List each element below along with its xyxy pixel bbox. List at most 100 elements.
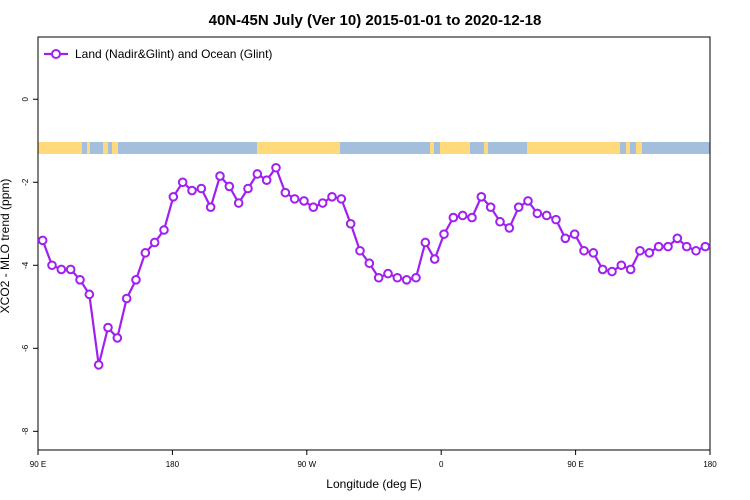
data-point [159,225,169,235]
data-point [476,192,487,202]
data-point [541,210,552,221]
data-point [271,162,281,173]
y-tick-label: -4 [21,261,30,269]
land-segment [430,142,434,154]
data-point [75,275,85,285]
x-tick-label: 90 E [30,460,46,469]
data-point [401,275,412,285]
data-point [616,260,627,271]
data-point [205,202,216,212]
x-tick-label: 90 W [297,460,316,469]
x-tick-label: 180 [703,460,717,469]
data-point [672,233,683,244]
data-point [261,175,272,186]
land-segment [87,142,90,154]
data-point [187,185,197,196]
data-point [439,229,449,239]
data-point [551,214,561,225]
x-tick-label: 90 E [567,460,583,469]
x-tick-label: 180 [166,460,180,469]
data-point [345,218,356,229]
series-points [37,162,711,370]
data-point [252,169,263,179]
data-point [93,360,104,370]
data-point [513,202,524,212]
land-segment [112,142,118,154]
data-point [383,268,393,279]
y-tick-label: -6 [21,344,30,352]
data-point [635,245,645,256]
data-point [569,229,580,239]
data-point [177,177,188,188]
data-point [457,210,468,221]
data-point [579,245,589,256]
data-point [84,289,95,300]
plot-frame [37,36,711,451]
data-point [392,272,403,283]
data-point [373,272,384,283]
y-tick-label: 0 [21,96,30,101]
data-point [681,241,692,252]
data-point [504,223,515,233]
data-point [196,183,207,194]
land-segment [440,142,470,154]
land-segment [38,142,82,154]
land-segment [257,142,340,154]
data-point [140,248,151,258]
data-point [653,241,664,252]
data-point [429,254,440,264]
data-point [411,272,421,283]
data-point [691,245,701,256]
data-point [112,333,123,343]
data-point [644,248,655,258]
data-point [308,202,319,212]
legend-marker [51,49,61,59]
data-point [467,212,477,223]
data-point [355,245,365,256]
data-point [420,237,431,248]
data-point [523,196,533,206]
x-tick-label: 0 [439,460,444,469]
land-segment [484,142,488,154]
data-point [317,198,328,208]
land-segment [636,142,642,154]
x-axis-label: Longitude (deg E) [326,477,421,491]
data-point [131,275,141,285]
data-point [299,196,309,206]
data-point [37,235,48,246]
data-point [149,237,160,248]
data-point [224,181,235,192]
data-point [625,264,636,275]
chart-title: 40N-45N July (Ver 10) 2015-01-01 to 2020… [209,12,542,29]
legend-label: Land (Nadir&Glint) and Ocean (Glint) [75,47,272,61]
y-axis-label: XCO2 - MLO trend (ppm) [0,179,12,314]
data-point [280,187,291,198]
y-axis: 0 -2 -4 -6 -8 [21,96,38,435]
data-point [233,198,244,208]
data-point [495,216,505,227]
y-tick-label: -8 [21,427,30,435]
x-axis: 90 E 180 90 W 0 90 E 180 [30,450,717,469]
data-point [607,266,617,277]
data-point [56,264,67,275]
legend: Land (Nadir&Glint) and Ocean (Glint) [44,47,272,61]
data-point [243,183,253,194]
data-point [168,192,179,202]
data-point [103,322,113,333]
data-point [364,258,375,269]
data-point [532,208,543,219]
data-point [47,260,57,271]
data-point [485,202,496,212]
data-point [289,194,300,204]
land-segment [103,142,108,154]
data-point [663,241,673,252]
land-segment [527,142,620,154]
data-point [336,194,347,204]
land-segment [626,142,630,154]
data-point [327,192,337,202]
y-tick-label: -2 [21,178,30,186]
data-point [588,248,599,258]
data-point [560,233,571,244]
data-point [448,212,459,223]
